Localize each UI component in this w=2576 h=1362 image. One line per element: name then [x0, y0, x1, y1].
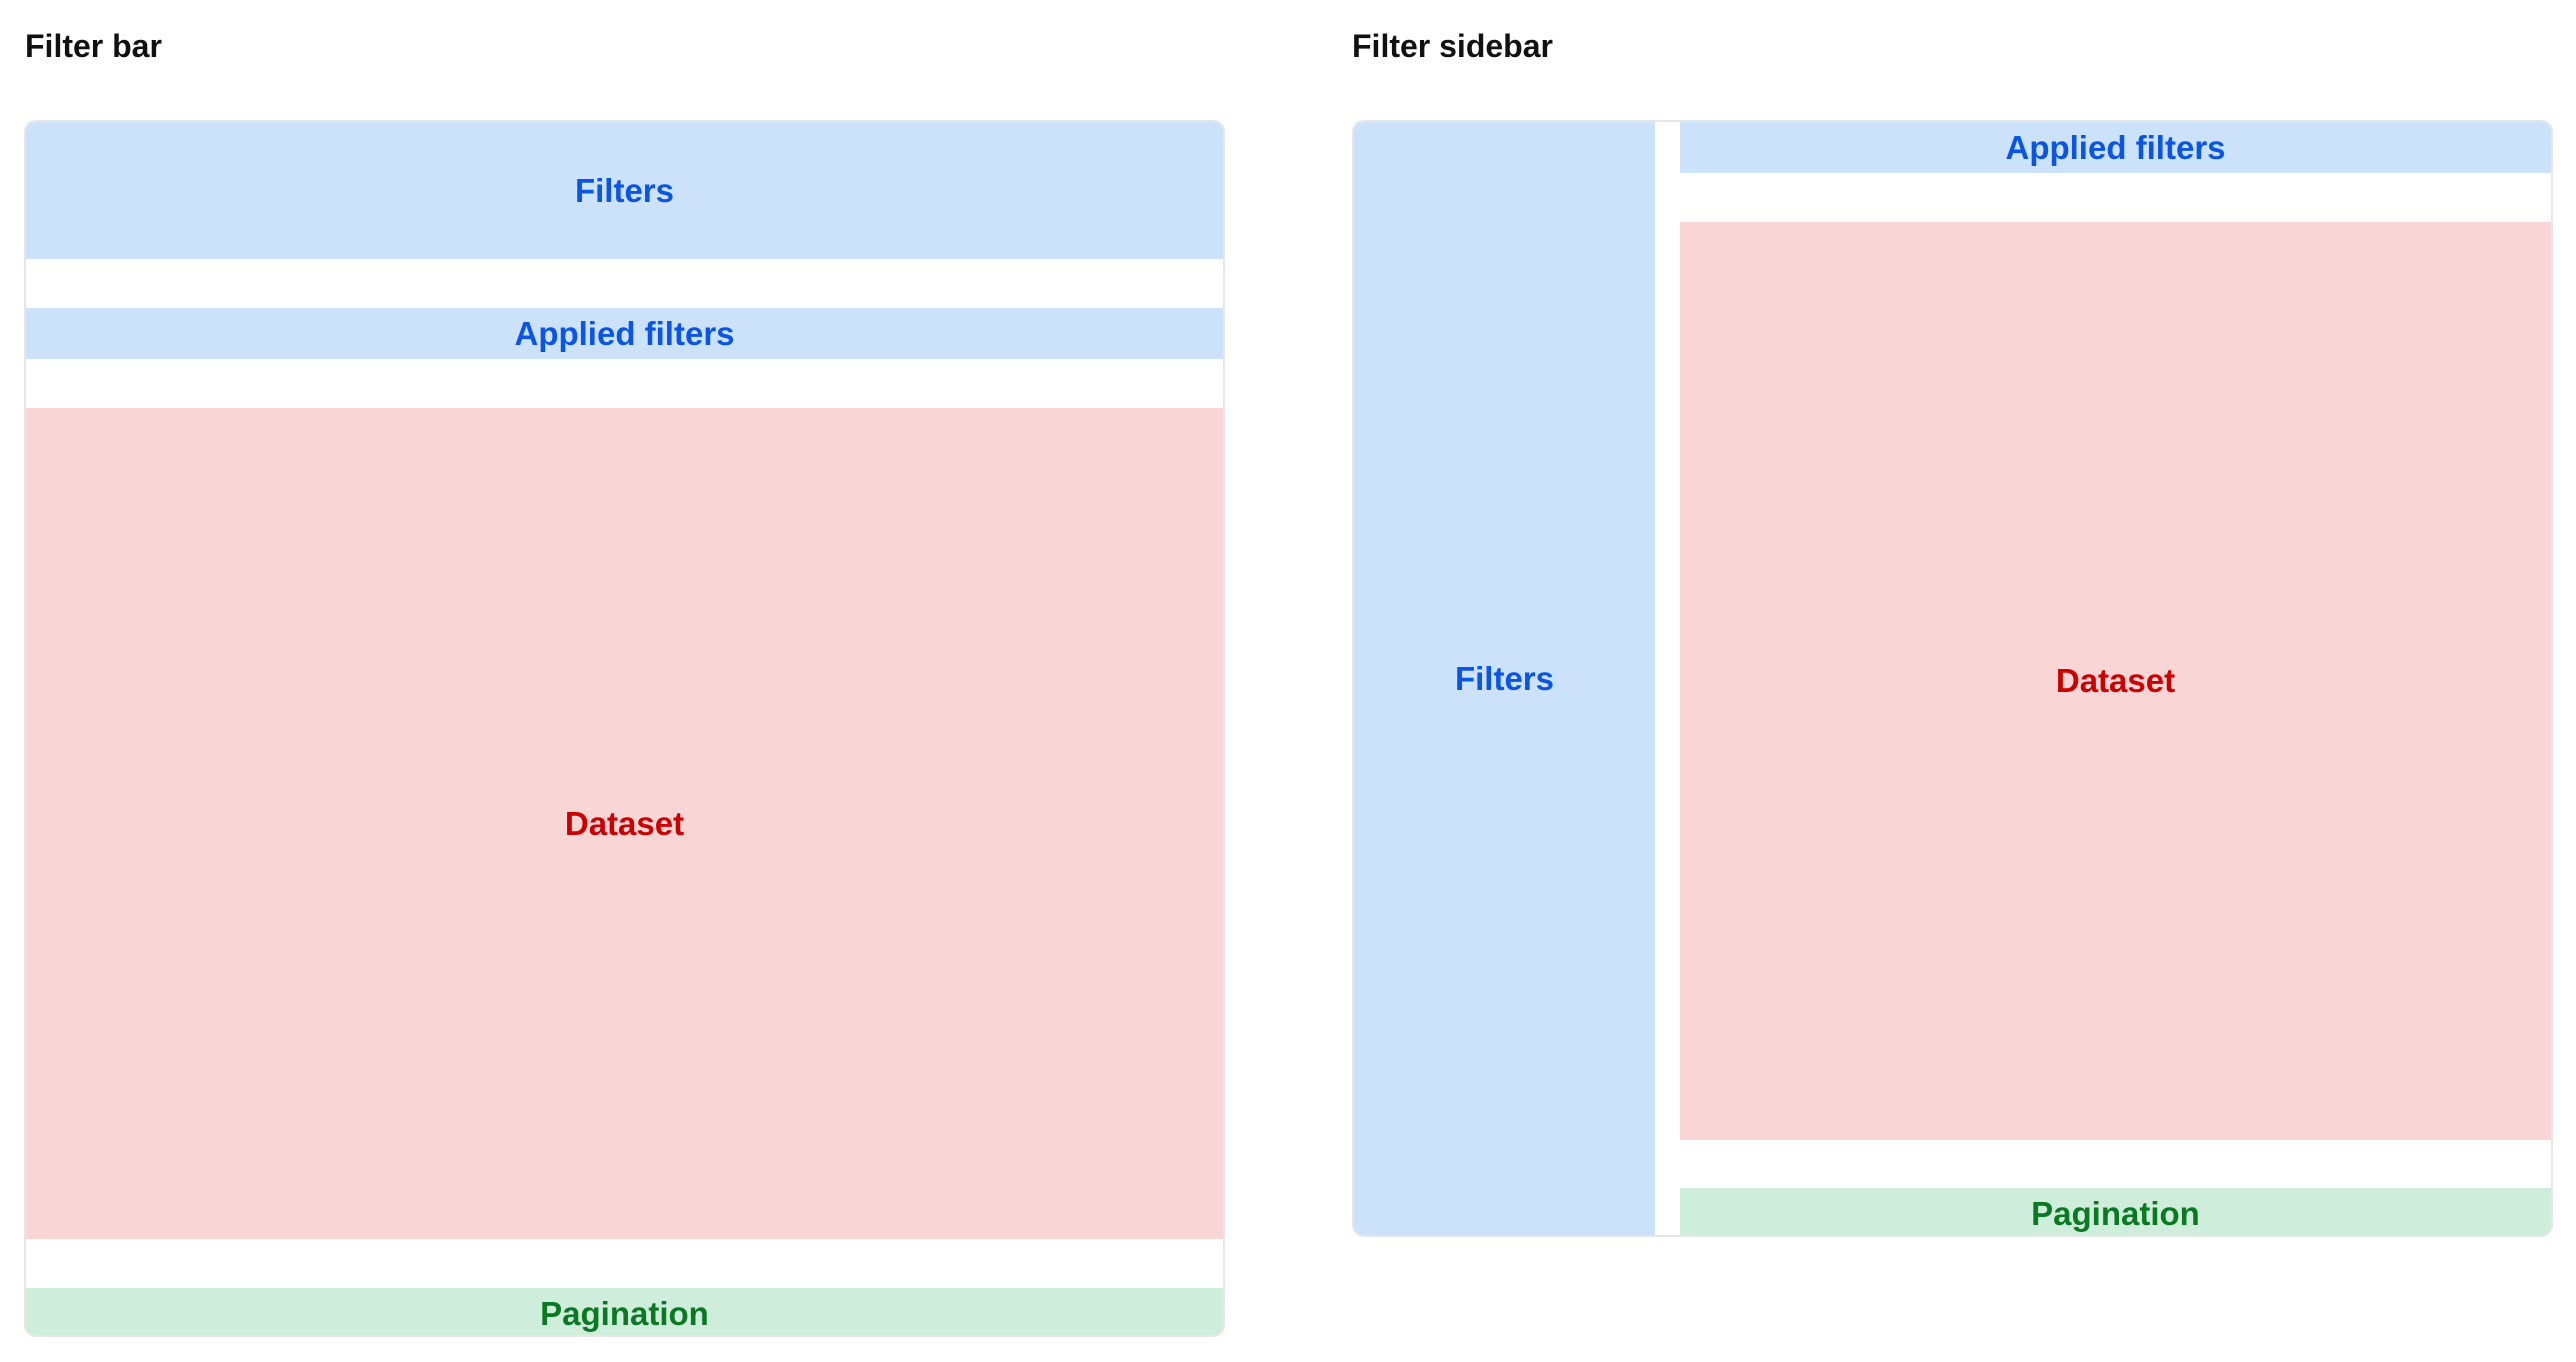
filter-sidebar-layout: Filters Applied filters Dataset Paginati… — [1352, 120, 2553, 1237]
pagination-block: Pagination — [1680, 1188, 2551, 1235]
filter-sidebar-title: Filter sidebar — [1352, 28, 1553, 64]
filter-bar-title: Filter bar — [25, 28, 162, 64]
filters-sidebar-block: Filters — [1354, 122, 1655, 1235]
filters-block: Filters — [26, 122, 1223, 259]
dataset-block: Dataset — [26, 408, 1223, 1239]
dataset-block: Dataset — [1680, 222, 2551, 1140]
filter-bar-layout: Filters Applied filters Dataset Paginati… — [24, 120, 1225, 1337]
applied-filters-block: Applied filters — [26, 308, 1223, 359]
pagination-block: Pagination — [26, 1288, 1223, 1335]
applied-filters-block: Applied filters — [1680, 122, 2551, 173]
